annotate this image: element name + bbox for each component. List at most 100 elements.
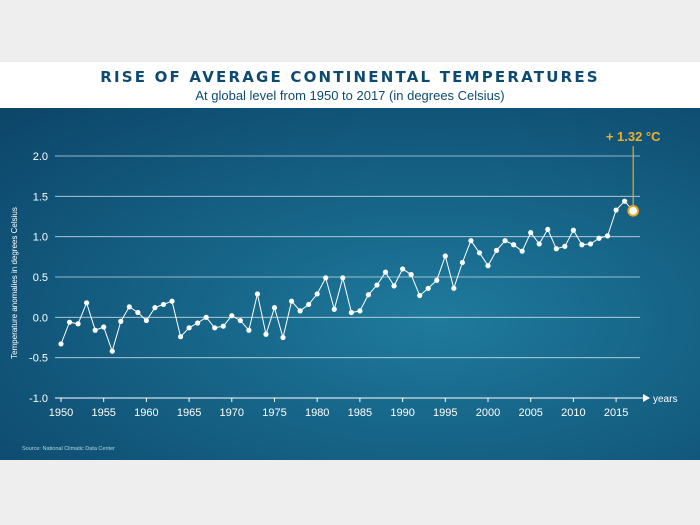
grid-layer [55, 155, 640, 399]
annotation-layer: + 1.32 °C [606, 129, 661, 217]
data-point [587, 241, 594, 247]
data-point [459, 259, 465, 266]
data-point [408, 271, 414, 278]
x-tick-label: 1955 [91, 407, 115, 419]
chart-card: RISE OF AVERAGE CONTINENTAL TEMPERATURES… [0, 62, 700, 460]
data-point [511, 242, 517, 248]
data-point [186, 325, 192, 331]
data-point [476, 250, 483, 256]
data-point [75, 321, 81, 327]
chart-header: RISE OF AVERAGE CONTINENTAL TEMPERATURES… [0, 62, 700, 108]
data-point [519, 248, 525, 254]
data-point [246, 327, 252, 333]
data-point [579, 242, 585, 248]
y-tick-label: 1.5 [33, 191, 48, 203]
data-point [425, 285, 431, 291]
y-axis-label: Temperature anomalies in degrees Celsius [10, 207, 19, 359]
data-point [101, 324, 107, 330]
chart-subtitle: At global level from 1950 to 2017 (in de… [195, 88, 505, 103]
series-line [60, 200, 634, 353]
data-point [263, 331, 269, 337]
data-point [280, 334, 286, 341]
source-note: Source: National Climatic Data Center [22, 446, 115, 452]
y-tick-label: 2.0 [33, 151, 48, 163]
data-point [135, 309, 141, 316]
data-point [331, 306, 337, 312]
data-point [229, 313, 235, 319]
x-tick-label: 2015 [604, 407, 628, 419]
data-point [596, 235, 602, 241]
x-tick-label: 1990 [390, 407, 414, 419]
data-point [374, 282, 380, 288]
chart-title: RISE OF AVERAGE CONTINENTAL TEMPERATURES [100, 68, 600, 86]
y-tick-label: 0.5 [33, 272, 48, 284]
data-point [485, 263, 491, 269]
data-point [382, 269, 389, 275]
x-tick-label: 1965 [177, 407, 201, 419]
data-point [391, 283, 397, 289]
data-point [177, 334, 184, 340]
data-point [220, 323, 226, 329]
data-point [340, 275, 346, 281]
data-point [357, 308, 363, 314]
y-tick-label: -0.5 [29, 353, 48, 365]
highlight-point [627, 205, 639, 217]
data-point [417, 292, 423, 299]
data-point [109, 348, 115, 354]
data-point [271, 305, 278, 311]
data-point [613, 207, 619, 213]
data-point [195, 320, 201, 326]
data-point [434, 277, 440, 283]
data-point [365, 292, 372, 298]
data-point [58, 341, 64, 347]
x-tick-label: 2000 [476, 407, 500, 419]
data-point [400, 266, 406, 272]
data-point [570, 227, 577, 233]
y-tick-label: 1.0 [33, 232, 48, 244]
data-point [143, 317, 149, 324]
data-point [536, 241, 542, 247]
data-point [254, 291, 261, 297]
x-tick-label: 2005 [518, 407, 542, 419]
x-tick-label: 1980 [305, 407, 329, 419]
data-point [118, 318, 124, 324]
data-point [212, 325, 218, 331]
data-point [203, 314, 209, 320]
x-axis-label: years [653, 394, 677, 405]
data-point [468, 238, 474, 244]
y-tick-label: -1.0 [29, 393, 48, 405]
x-tick-label: 2010 [561, 407, 585, 419]
data-point [169, 298, 175, 304]
point-layer [58, 198, 628, 354]
data-point [92, 327, 98, 333]
data-point [604, 233, 611, 239]
x-tick-label: 1970 [220, 407, 244, 419]
data-point [288, 298, 295, 304]
data-point [314, 291, 320, 297]
data-point [126, 304, 132, 310]
data-point [152, 305, 158, 311]
data-point [528, 230, 534, 236]
data-point [306, 301, 312, 308]
y-tick-label: 0.0 [33, 312, 48, 324]
x-axis-arrow [643, 394, 650, 402]
data-point [562, 243, 568, 249]
data-point [160, 301, 167, 308]
annotation-label: + 1.32 °C [606, 129, 661, 144]
line-layer [60, 200, 634, 353]
data-point [622, 198, 628, 204]
data-point [451, 285, 457, 291]
x-tick-label: 1950 [49, 407, 73, 419]
x-tick-label: 1975 [262, 407, 286, 419]
data-point [502, 238, 508, 244]
data-point [545, 226, 551, 233]
data-point [66, 319, 73, 325]
x-tick-label: 1960 [134, 407, 158, 419]
data-point [297, 308, 303, 314]
x-tick-label: 1995 [433, 407, 457, 419]
data-point [323, 275, 329, 281]
data-point [84, 300, 90, 306]
plot-area: 2.0 1.5 1.0 0.5 0.0 -0.5 -1.0 1950 1955 1960 1965 1… [0, 108, 700, 460]
data-point [442, 253, 448, 259]
